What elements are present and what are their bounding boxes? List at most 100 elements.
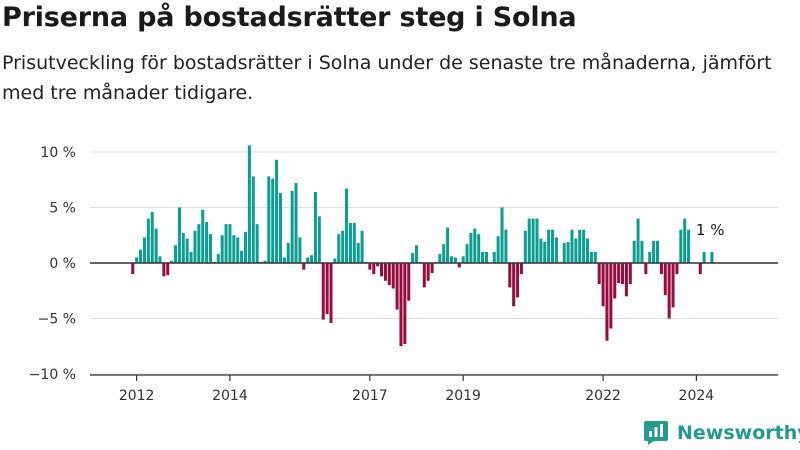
bar bbox=[411, 253, 415, 263]
bar bbox=[356, 243, 360, 263]
bar bbox=[613, 263, 617, 299]
x-axis: 2012 2014 2017 2019 2022 2024 bbox=[90, 262, 778, 404]
bar bbox=[224, 224, 228, 263]
bar bbox=[551, 229, 555, 263]
bar bbox=[271, 178, 275, 263]
bar bbox=[325, 263, 329, 315]
bar bbox=[321, 263, 325, 320]
bar bbox=[628, 263, 632, 285]
bar bbox=[193, 230, 197, 263]
bar bbox=[243, 231, 248, 263]
bar bbox=[698, 263, 702, 275]
bar bbox=[170, 260, 174, 263]
y-tick-label: 10 % bbox=[40, 145, 76, 161]
bar bbox=[135, 257, 139, 263]
chart-subtitle: Prisutveckling för bostadsrätter i Solna… bbox=[2, 52, 772, 104]
chart-grid: 10 % 5 % 0 % −5 % −10 % bbox=[29, 145, 778, 383]
bar bbox=[535, 218, 539, 263]
bar bbox=[457, 263, 461, 268]
bar bbox=[414, 245, 419, 263]
bar bbox=[216, 254, 220, 263]
bar bbox=[298, 237, 302, 263]
bar bbox=[504, 229, 508, 263]
bar bbox=[547, 229, 551, 263]
bar bbox=[484, 251, 488, 263]
bar bbox=[333, 258, 337, 263]
bar bbox=[236, 237, 240, 263]
bar bbox=[286, 243, 290, 263]
y-tick-label: −5 % bbox=[38, 312, 76, 328]
bar bbox=[205, 221, 209, 263]
newsworthy-logo[interactable]: Newsworthy bbox=[643, 418, 800, 448]
x-tick-label: 2012 bbox=[119, 388, 155, 404]
bar bbox=[345, 188, 349, 263]
bar bbox=[566, 241, 570, 263]
bar bbox=[438, 254, 442, 263]
bar bbox=[282, 257, 286, 263]
bar bbox=[232, 235, 236, 263]
bar bbox=[422, 263, 426, 288]
bar bbox=[481, 251, 485, 263]
bar bbox=[554, 237, 558, 263]
bar bbox=[360, 230, 364, 263]
bar bbox=[593, 251, 597, 263]
bar bbox=[247, 145, 251, 263]
x-tick-label: 2017 bbox=[352, 388, 388, 404]
bar bbox=[430, 263, 434, 273]
bar bbox=[197, 224, 201, 263]
bar bbox=[512, 263, 516, 307]
bar bbox=[189, 251, 193, 263]
bar bbox=[477, 234, 481, 263]
bar bbox=[574, 238, 578, 263]
bar bbox=[609, 263, 613, 329]
bar bbox=[473, 228, 477, 263]
bar bbox=[228, 224, 232, 263]
bar bbox=[337, 234, 341, 263]
bar bbox=[655, 240, 660, 263]
bar bbox=[679, 229, 683, 263]
bar bbox=[578, 229, 582, 263]
bar bbox=[181, 233, 185, 263]
bar bbox=[632, 240, 636, 263]
bar bbox=[399, 263, 403, 347]
bar bbox=[294, 183, 298, 263]
bar bbox=[702, 251, 706, 263]
bar bbox=[636, 218, 640, 263]
bar bbox=[652, 240, 656, 263]
bar bbox=[177, 207, 181, 263]
bar bbox=[158, 256, 162, 263]
bar bbox=[201, 209, 205, 263]
bar bbox=[387, 263, 391, 286]
bar bbox=[516, 263, 520, 298]
bar bbox=[624, 263, 628, 297]
bar bbox=[605, 263, 609, 341]
bar bbox=[376, 263, 380, 267]
bar bbox=[531, 218, 535, 263]
bar bbox=[313, 191, 317, 263]
bar bbox=[465, 244, 469, 263]
x-tick-label: 2014 bbox=[212, 388, 248, 404]
bar bbox=[496, 236, 500, 263]
bar bbox=[302, 263, 306, 270]
x-tick-label: 2024 bbox=[679, 388, 715, 404]
bar bbox=[663, 263, 667, 296]
bar bbox=[368, 263, 372, 270]
bar bbox=[329, 263, 333, 323]
bar bbox=[306, 257, 310, 263]
bar bbox=[508, 263, 512, 288]
y-tick-label: 0 % bbox=[49, 256, 76, 272]
bar bbox=[310, 255, 314, 263]
bar bbox=[174, 245, 178, 263]
bar bbox=[667, 263, 671, 319]
bar bbox=[597, 263, 601, 285]
bar bbox=[146, 218, 150, 263]
bar bbox=[543, 241, 547, 263]
y-tick-label: 5 % bbox=[49, 201, 76, 217]
bar bbox=[380, 263, 384, 277]
chart-bars bbox=[131, 145, 714, 347]
bar bbox=[446, 227, 450, 263]
bar bbox=[601, 263, 605, 307]
bar bbox=[500, 207, 504, 263]
bar bbox=[582, 229, 586, 263]
y-tick-label: −10 % bbox=[29, 367, 76, 383]
